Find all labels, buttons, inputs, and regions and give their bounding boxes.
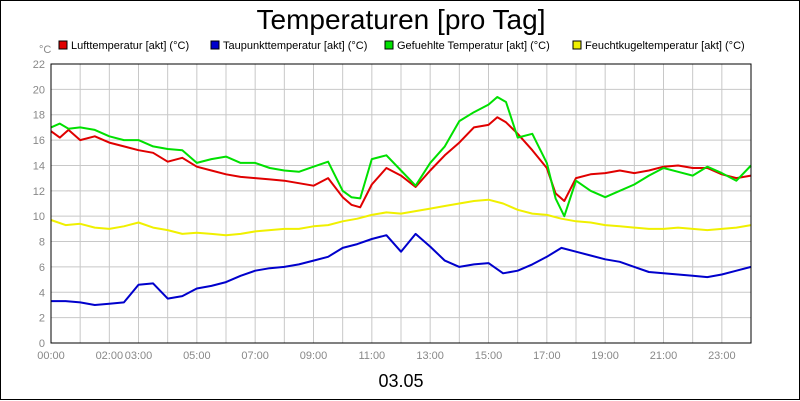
x-tick-label: 09:00 bbox=[300, 350, 328, 362]
y-tick-label: 2 bbox=[39, 313, 45, 325]
plot-border bbox=[50, 63, 752, 344]
x-tick-label: 02:00 bbox=[96, 350, 124, 362]
x-axis-ticks: 00:00 02:00 03:00 05:00 07:00 09:00 11:00 13:00… bbox=[37, 350, 735, 362]
x-tick-label: 00:00 bbox=[37, 350, 65, 362]
series-lines bbox=[50, 96, 752, 306]
legend-swatch-1 bbox=[58, 40, 68, 50]
x-tick-label: 05:00 bbox=[183, 350, 211, 362]
grid bbox=[50, 63, 752, 344]
legend-label-3: Gefuehlte Temperatur [akt] (°C) bbox=[397, 40, 550, 52]
x-tick-label: 15:00 bbox=[475, 350, 503, 362]
date-label: 03.05 bbox=[378, 371, 423, 391]
legend-label-2: Taupunkttemperatur [akt] (°C) bbox=[223, 40, 367, 52]
series-line-2 bbox=[51, 232, 752, 306]
legend: Lufttemperatur [akt] (°C) Taupunkttempera… bbox=[58, 40, 745, 52]
y-tick-label: 6 bbox=[39, 262, 45, 274]
legend-swatch-3 bbox=[384, 40, 394, 50]
y-tick-label: 16 bbox=[33, 135, 45, 147]
y-tick-label: 14 bbox=[33, 160, 45, 172]
y-unit-label: °C bbox=[39, 44, 51, 56]
series-line-1 bbox=[50, 116, 752, 209]
x-tick-label: 17:00 bbox=[533, 350, 561, 362]
y-tick-label: 10 bbox=[33, 211, 45, 223]
y-axis-ticks: 0 2 4 6 8 10 12 14 16 18 20 22 bbox=[33, 59, 45, 350]
x-tick-label: 11:00 bbox=[358, 350, 385, 362]
legend-label-4: Feuchtkugeltemperatur [akt] (°C) bbox=[585, 40, 745, 52]
x-tick-label: 19:00 bbox=[591, 350, 619, 362]
legend-swatch-4 bbox=[572, 40, 582, 50]
y-tick-label: 0 bbox=[39, 338, 45, 350]
series-line-4 bbox=[50, 198, 752, 237]
chart-title: Temperaturen [pro Tag] bbox=[257, 4, 546, 35]
y-tick-label: 20 bbox=[33, 84, 45, 96]
x-tick-label: 23:00 bbox=[708, 350, 736, 362]
x-tick-label: 13:00 bbox=[416, 350, 444, 362]
series-line-3 bbox=[50, 96, 752, 218]
y-tick-label: 4 bbox=[39, 287, 45, 299]
x-tick-label: 03:00 bbox=[125, 350, 153, 362]
legend-swatch-2 bbox=[210, 40, 220, 50]
x-tick-label: 07:00 bbox=[241, 350, 269, 362]
y-tick-label: 8 bbox=[39, 237, 45, 249]
y-tick-label: 22 bbox=[33, 59, 45, 71]
y-tick-label: 18 bbox=[33, 110, 45, 122]
x-tick-label: 21:00 bbox=[650, 350, 678, 362]
y-tick-label: 12 bbox=[33, 186, 45, 198]
legend-label-1: Lufttemperatur [akt] (°C) bbox=[71, 40, 189, 52]
